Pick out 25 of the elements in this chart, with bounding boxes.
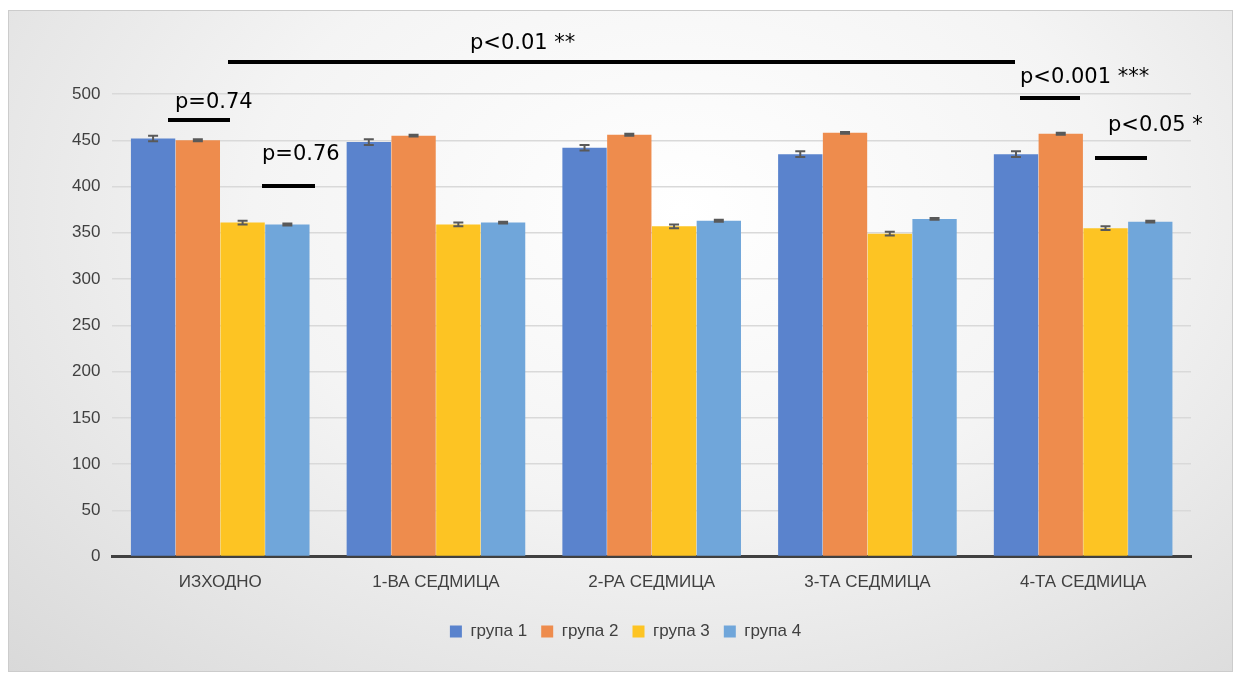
- y-tick-label: 300: [71, 268, 101, 288]
- x-tick-label: ИЗХОДНО: [178, 572, 262, 592]
- legend-label: група 1: [470, 621, 528, 641]
- x-tick-label: 4-ТА СЕДМИЦА: [1019, 572, 1148, 592]
- y-tick-label: 0: [90, 546, 101, 566]
- legend-label: група 3: [653, 621, 710, 641]
- annotation: p=0.74: [175, 89, 253, 113]
- text: p<0.01 **: [470, 30, 576, 54]
- annotation: p=0.76: [262, 141, 340, 165]
- y-tick-label: 150: [71, 407, 101, 427]
- legend-label: група 4: [744, 621, 802, 641]
- text: p<0.001 ***: [1020, 64, 1150, 88]
- x-tick-label: 2-РА СЕДМИЦА: [588, 572, 716, 592]
- annotation: p<0.05 *: [1108, 112, 1203, 136]
- y-tick-label: 500: [71, 83, 101, 103]
- y-tick-label: 250: [71, 314, 101, 334]
- x-tick-label: 3-ТА СЕДМИЦА: [804, 572, 932, 592]
- y-tick-label: 350: [71, 222, 101, 242]
- y-tick-label: 200: [71, 361, 101, 381]
- y-tick-label: 50: [81, 500, 101, 520]
- y-tick-label: 400: [71, 176, 101, 196]
- y-tick-label: 100: [71, 453, 101, 473]
- y-tick-label: 450: [71, 129, 101, 149]
- x-tick-label: 1-ВА СЕДМИЦА: [372, 572, 501, 592]
- legend-label: група 2: [561, 621, 619, 641]
